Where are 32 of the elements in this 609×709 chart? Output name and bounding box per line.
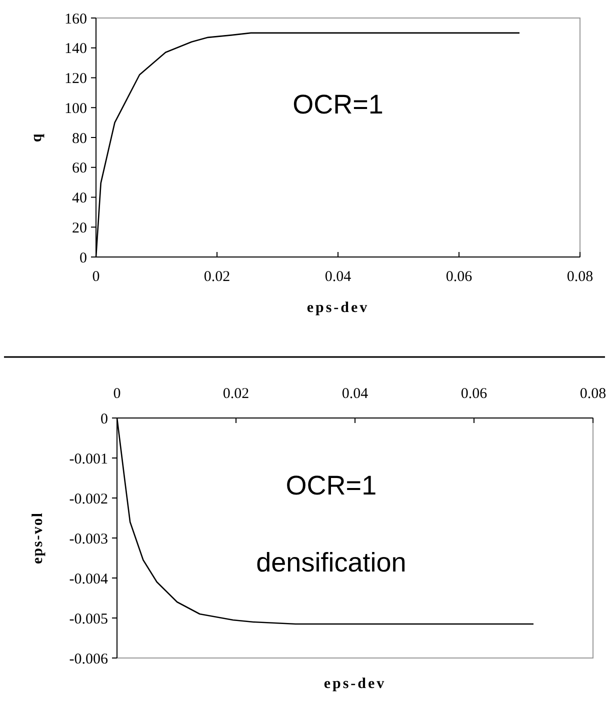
- x-tick-label: 0.06: [446, 269, 473, 285]
- y-tick-label: 60: [72, 160, 87, 177]
- x-tick-label: 0.02: [204, 269, 230, 285]
- x-tick-label: 0.08: [580, 386, 606, 402]
- x-tick-label: 0: [113, 386, 121, 402]
- x-axis-title: eps-dev: [324, 676, 386, 692]
- y-tick-label: 40: [72, 190, 87, 206]
- y-tick-label: 80: [72, 130, 87, 147]
- annotation: OCR=1: [292, 89, 384, 120]
- y-tick-label: -0.004: [69, 571, 108, 588]
- y-axis-title: eps-vol: [30, 512, 46, 564]
- x-tick-label: 0.08: [566, 269, 594, 285]
- y-tick-label: -0.005: [69, 611, 108, 628]
- x-tick-label: 0.04: [324, 269, 352, 285]
- x-tick-label: 0.04: [342, 386, 369, 402]
- y-tick-label: 0: [100, 411, 108, 428]
- x-tick-label: 0.02: [222, 386, 250, 402]
- annotation: densification: [256, 547, 406, 578]
- y-tick-label: 140: [64, 41, 87, 58]
- x-tick-label: 0.06: [460, 386, 488, 402]
- y-tick-label: -0.002: [69, 491, 108, 508]
- y-tick-label: 0: [80, 250, 87, 266]
- y-tick-label: 160: [64, 11, 87, 28]
- y-tick-label: 100: [64, 100, 87, 117]
- y-tick-label: -0.001: [69, 451, 108, 468]
- y-tick-label: 120: [64, 71, 87, 87]
- y-tick-label: -0.006: [69, 651, 108, 668]
- y-tick-label: -0.003: [69, 531, 108, 548]
- annotation: OCR=1: [286, 470, 377, 501]
- y-tick-label: 20: [72, 220, 87, 236]
- y-axis-title: q: [29, 132, 45, 142]
- x-axis-title: eps-dev: [306, 300, 370, 316]
